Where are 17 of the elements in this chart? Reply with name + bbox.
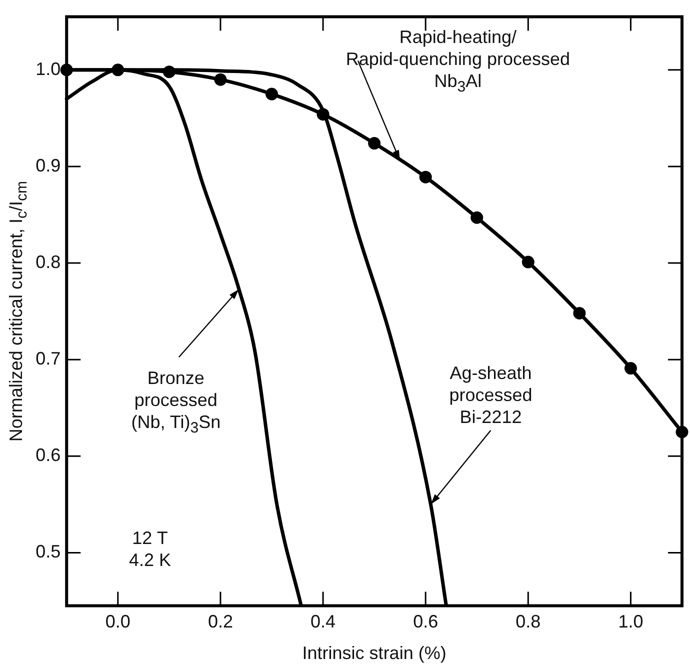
y-tick-label: 0.6 bbox=[36, 445, 61, 466]
y-tick-label: 0.7 bbox=[36, 348, 61, 369]
annotation: Ag-sheath processed Bi-2212 bbox=[449, 362, 532, 428]
x-tick-label: 0.4 bbox=[310, 612, 336, 632]
y-tick-label: 1.0 bbox=[36, 58, 61, 79]
x-axis-title: Intrinsic strain (%) bbox=[302, 643, 446, 664]
y-tick-label: 0.8 bbox=[36, 252, 61, 272]
x-tick-label: 0.8 bbox=[516, 612, 541, 632]
x-tick-label: 0.6 bbox=[413, 612, 438, 632]
y-tick-label: 0.9 bbox=[36, 155, 61, 176]
y-tick-label: 0.5 bbox=[36, 542, 61, 562]
annotation: 12 T 4.2 K bbox=[128, 527, 172, 571]
annotation: Rapid-heating/ Rapid-quenching processed Nb$_{3}$Al bbox=[346, 26, 570, 98]
annotation: Bronze processed (Nb, Ti)$_{3}$Sn bbox=[131, 367, 221, 439]
x-tick-label: 0.2 bbox=[208, 612, 233, 632]
x-tick-label: 0.0 bbox=[105, 612, 130, 632]
x-tick-label: 1.0 bbox=[618, 612, 644, 632]
